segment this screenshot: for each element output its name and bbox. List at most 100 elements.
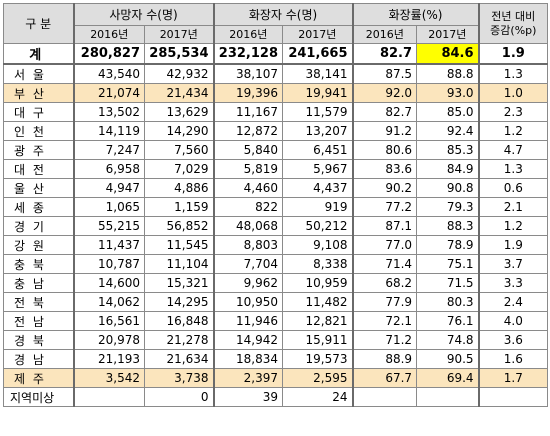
row-region: 세 종 [3, 197, 74, 217]
table-row: 서 울 43,540 42,932 38,107 38,141 87.5 88.… [3, 63, 549, 84]
table-row: 세 종 1,065 1,159 822 919 77.2 79.3 2.1 [3, 197, 549, 217]
row-deaths-2016: 1,065 [72, 197, 145, 217]
row-cremations-2016: 18,834 [212, 349, 284, 369]
table-row: 울 산 4,947 4,886 4,460 4,437 90.2 90.8 0.… [3, 178, 549, 198]
row-cremations-2016: 9,962 [212, 273, 284, 293]
row-rate-2016: 67.7 [351, 368, 418, 388]
row-cremations-2017: 15,911 [282, 330, 354, 350]
row-rate-2016: 90.2 [351, 178, 418, 198]
row-cremations-2017: 9,108 [282, 235, 354, 255]
row-cremations-2017: 19,573 [282, 349, 354, 369]
row-cremations-2016: 8,803 [212, 235, 284, 255]
row-deaths-2017: 4,886 [143, 178, 215, 198]
row-cremations-2016: 822 [212, 197, 284, 217]
header-cremation-rate: 화장률(%) [351, 3, 480, 26]
row-region: 경 북 [3, 330, 74, 350]
row-cremations-2016: 12,872 [212, 121, 284, 141]
row-rate-2016: 88.9 [351, 349, 418, 369]
row-rate-2017: 93.0 [416, 83, 480, 103]
row-region: 경 남 [3, 349, 74, 369]
row-deaths-2016: 16,561 [72, 311, 145, 331]
row-rate-2016: 83.6 [351, 159, 418, 179]
row-rate-2017: 88.3 [416, 216, 480, 236]
row-deaths-2017: 7,560 [143, 140, 215, 160]
total-deaths-2017: 285,534 [143, 43, 215, 65]
header-deaths-2016: 2016년 [72, 25, 145, 44]
table-row: 충 남 14,600 15,321 9,962 10,959 68.2 71.5… [3, 273, 549, 293]
row-yoy-change: 1.0 [477, 83, 549, 103]
header-deaths-2017: 2017년 [143, 25, 215, 44]
row-region: 강 원 [3, 235, 74, 255]
row-deaths-2017: 0 [143, 387, 215, 407]
row-rate-2016: 68.2 [351, 273, 418, 293]
row-region: 부 산 [3, 83, 74, 103]
row-yoy-change: 2.1 [477, 197, 549, 217]
row-rate-2017: 75.1 [416, 254, 480, 274]
row-cremations-2016: 19,396 [212, 83, 284, 103]
total-yoy-change: 1.9 [477, 43, 549, 65]
row-cremations-2017: 24 [282, 387, 354, 407]
row-deaths-2016: 11,437 [72, 235, 145, 255]
table-row-highlighted: 제 주 3,542 3,738 2,397 2,595 67.7 69.4 1.… [3, 368, 549, 388]
row-deaths-2017: 3,738 [143, 368, 215, 388]
row-rate-2016 [351, 387, 418, 407]
row-deaths-2017: 21,434 [143, 83, 215, 103]
row-deaths-2017: 21,278 [143, 330, 215, 350]
row-deaths-2017: 56,852 [143, 216, 215, 236]
row-rate-2017: 92.4 [416, 121, 480, 141]
table-row-highlighted: 부 산 21,074 21,434 19,396 19,941 92.0 93.… [3, 83, 549, 103]
header-deaths: 사망자 수(명) [72, 3, 215, 26]
row-cremations-2016: 14,942 [212, 330, 284, 350]
row-cremations-2017: 10,959 [282, 273, 354, 293]
row-cremations-2017: 11,579 [282, 102, 354, 122]
row-cremations-2016: 11,167 [212, 102, 284, 122]
row-yoy-change: 1.2 [477, 121, 549, 141]
row-rate-2017: 80.3 [416, 292, 480, 312]
row-deaths-2017: 11,104 [143, 254, 215, 274]
row-yoy-change [477, 387, 549, 407]
row-region: 지역미상 [3, 387, 74, 407]
header-cremations: 화장자 수(명) [212, 3, 354, 26]
table-row: 경 기 55,215 56,852 48,068 50,212 87.1 88.… [3, 216, 549, 236]
row-region: 광 주 [3, 140, 74, 160]
row-deaths-2016: 21,193 [72, 349, 145, 369]
row-rate-2017: 76.1 [416, 311, 480, 331]
row-rate-2017: 78.9 [416, 235, 480, 255]
table-row: 광 주 7,247 7,560 5,840 6,451 80.6 85.3 4.… [3, 140, 549, 160]
row-cremations-2017: 11,482 [282, 292, 354, 312]
table-row-total: 계 280,827 285,534 232,128 241,665 82.7 8… [3, 43, 549, 65]
table-row: 인 천 14,119 14,290 12,872 13,207 91.2 92.… [3, 121, 549, 141]
row-deaths-2016: 7,247 [72, 140, 145, 160]
row-deaths-2017: 15,321 [143, 273, 215, 293]
row-rate-2017: 85.0 [416, 102, 480, 122]
row-deaths-2017: 16,848 [143, 311, 215, 331]
row-cremations-2017: 50,212 [282, 216, 354, 236]
row-deaths-2017: 11,545 [143, 235, 215, 255]
total-cremations-2016: 232,128 [212, 43, 284, 65]
row-yoy-change: 1.2 [477, 216, 549, 236]
row-region: 전 남 [3, 311, 74, 331]
header-yoy-change-line1: 전년 대비 [491, 9, 536, 23]
row-deaths-2017: 14,295 [143, 292, 215, 312]
total-rate-2017-highlight: 84.6 [416, 43, 480, 65]
row-deaths-2016: 14,600 [72, 273, 145, 293]
header-yoy-change-line2: 증감(%p) [490, 23, 537, 37]
row-yoy-change: 3.7 [477, 254, 549, 274]
row-cremations-2017: 2,595 [282, 368, 354, 388]
row-cremations-2016: 11,946 [212, 311, 284, 331]
table-row: 전 북 14,062 14,295 10,950 11,482 77.9 80.… [3, 292, 549, 312]
row-rate-2016: 80.6 [351, 140, 418, 160]
table-row: 대 전 6,958 7,029 5,819 5,967 83.6 84.9 1.… [3, 159, 549, 179]
row-region: 전 북 [3, 292, 74, 312]
row-region: 충 남 [3, 273, 74, 293]
row-yoy-change: 1.3 [477, 159, 549, 179]
row-cremations-2016: 4,460 [212, 178, 284, 198]
row-region: 충 북 [3, 254, 74, 274]
row-rate-2016: 72.1 [351, 311, 418, 331]
row-rate-2017: 74.8 [416, 330, 480, 350]
row-deaths-2016: 43,540 [72, 63, 145, 84]
row-region: 대 전 [3, 159, 74, 179]
row-region: 대 구 [3, 102, 74, 122]
header-rate-2017: 2017년 [416, 25, 480, 44]
header-row-years: 2016년 2017년 2016년 2017년 2016년 2017년 [4, 25, 548, 44]
